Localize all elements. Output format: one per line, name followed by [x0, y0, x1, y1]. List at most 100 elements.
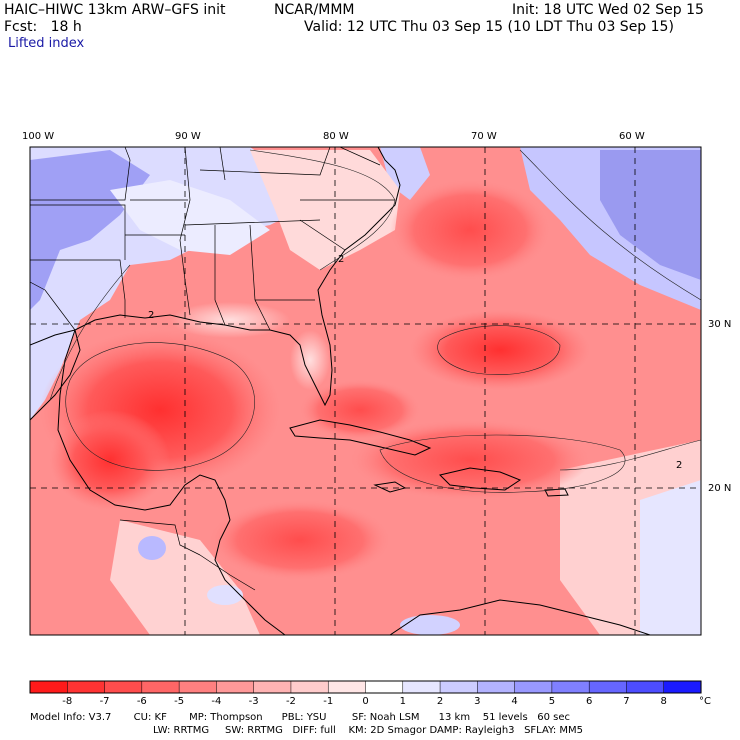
model-title: HAIC–HIWC 13km ARW–GFS init [4, 2, 226, 18]
colorbar-swatch [588, 680, 627, 694]
pale-patch-gulf-coast [170, 302, 290, 338]
forecast-hour: Fcst: 18 h [4, 19, 82, 35]
coastline-cuba [289, 419, 432, 456]
contour-minus2-se [559, 439, 701, 471]
colorbar-swatch [477, 680, 516, 694]
pale-region-east-coast [250, 150, 400, 270]
colorbar-tick-label: 7 [623, 696, 629, 707]
colorbar-swatch [104, 680, 143, 694]
border-oklahoma [30, 204, 126, 260]
init-time: Init: 18 UTC Wed 02 Sep 15 [512, 2, 704, 18]
colorbar-swatch [29, 680, 68, 694]
lon-label-60w: 60 W [619, 131, 645, 142]
valid-time: Valid: 12 UTC Thu 03 Sep 15 (10 LDT Thu … [304, 19, 674, 35]
model-info-line-2: LW: RRTMG SW: RRTMG DIFF: full KM: 2D Sm… [153, 725, 583, 736]
stable-region-central-plains [110, 180, 270, 255]
lat-label-20n: 20 N [708, 483, 732, 494]
colorbar-tick-label: 4 [511, 696, 517, 707]
colorbar-tick-label: 3 [474, 696, 480, 707]
contour-minus4-carib [379, 434, 626, 493]
field-name: Lifted index [8, 36, 85, 51]
map-frame [29, 146, 702, 636]
colorbar-tick-label: -4 [211, 696, 221, 707]
political-borders [30, 147, 395, 591]
colorbar-tick-label: 1 [400, 696, 406, 707]
coastline-yucatan-central-america [214, 519, 286, 635]
colorbar-tick-label: 2 [437, 696, 443, 707]
unstable-core-atlantic [410, 310, 590, 390]
colorbar-tick-label: -7 [100, 696, 110, 707]
border-central-america [199, 554, 256, 591]
coastlines [30, 147, 651, 635]
colorbar-unit: °C [699, 696, 711, 707]
border-indiana-il [219, 147, 226, 181]
contour-label-1: 2 [148, 310, 154, 321]
stable-region-northeast-core [600, 150, 701, 280]
border-sc-ga [299, 219, 346, 251]
lon-label-80w: 80 W [323, 131, 349, 142]
border-us-mexico [30, 281, 76, 331]
border-kansas [30, 147, 131, 201]
colorbar-swatch [402, 680, 441, 694]
colorbar-swatch [67, 680, 106, 694]
stable-spot-caribbean-sw [400, 615, 460, 635]
border-kentucky-ohio [199, 147, 331, 176]
colorbar-swatch [327, 680, 367, 694]
colorbar-tick-label: -5 [174, 696, 184, 707]
colorbar-tick-label: -1 [323, 696, 333, 707]
lon-label-100w: 100 W [22, 131, 55, 142]
unstable-core-sw-gulf [50, 410, 170, 510]
colorbar-tick-label: -6 [137, 696, 147, 707]
pale-region-far-east [640, 480, 701, 635]
contour-minus6-gulf [65, 342, 255, 471]
coastline-south-america [389, 599, 651, 635]
contour-minus6-atlantic [437, 325, 561, 375]
pale-patch-florida [290, 330, 330, 390]
unstable-core-gulf-stream [390, 180, 550, 280]
contour-label-3: 2 [676, 460, 682, 471]
contour-minus2-west [49, 264, 131, 401]
colorbar-swatch [365, 680, 404, 694]
coastline-us-gulf-east [30, 147, 401, 407]
colorbar: -8 -7 -6 -5 -4 -3 -2 -1 0 1 2 3 4 5 6 7 8 °C [29, 680, 711, 707]
border-mississippi-al [214, 225, 226, 326]
coastline-mexico-gulf [30, 329, 231, 521]
border-tennessee [184, 219, 321, 226]
lon-label-90w: 90 W [175, 131, 201, 142]
lat-lon-grid [30, 147, 701, 635]
colorbar-tick-label: 0 [362, 696, 368, 707]
coastline-hispaniola [439, 467, 522, 491]
model-info-line-1: Model Info: V3.7 CU: KF MP: Thompson PBL… [30, 712, 570, 723]
border-texas-north [30, 259, 126, 318]
stable-spot-guatemala [138, 536, 166, 560]
colorbar-swatch [253, 680, 292, 694]
lat-label-30n: 30 N [708, 319, 732, 330]
colorbar-swatch [178, 680, 217, 694]
colorbar-tick-label: 8 [661, 696, 667, 707]
colorbar-tick-label: -2 [286, 696, 296, 707]
colorbar-swatch [514, 680, 553, 694]
colorbar-swatch [626, 680, 665, 694]
colorbar-swatch [216, 680, 255, 694]
unstable-core-mexico-coast [210, 500, 390, 580]
lifted-index-contours [49, 149, 701, 493]
colorbar-swatch [551, 680, 590, 694]
border-mexico-guatemala [119, 519, 201, 556]
stable-spot-honduras [207, 585, 243, 605]
colorbar-swatch [663, 680, 702, 694]
contour-label-2: 2 [338, 254, 344, 265]
lon-label-70w: 70 W [471, 131, 497, 142]
unstable-core-bahamas [300, 380, 420, 440]
colorbar-tick-label: 6 [586, 696, 592, 707]
colorbar-frame [29, 680, 702, 694]
colorbar-swatch [439, 680, 478, 694]
contour-minus2-ne [519, 149, 701, 301]
colorbar-swatch [290, 680, 329, 694]
colorbar-tick-label: -8 [62, 696, 72, 707]
colorbar-tick-label: 5 [549, 696, 555, 707]
colorbar-swatch [141, 680, 180, 694]
organization-label: NCAR/MMM [274, 2, 355, 18]
border-mississippi-river [179, 147, 191, 316]
border-pa-ny [339, 147, 381, 166]
